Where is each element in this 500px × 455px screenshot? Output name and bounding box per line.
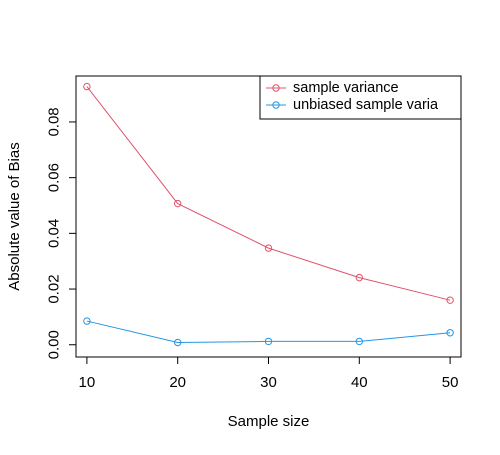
series-line	[86, 86, 451, 301]
data-point	[355, 337, 364, 346]
data-point	[264, 244, 273, 252]
data-point	[264, 337, 273, 346]
legend-label: unbiased sample varia	[293, 97, 439, 113]
x-tick-label: 40	[351, 374, 368, 391]
x-axis-label: Sample size	[228, 413, 310, 430]
data-point	[83, 82, 91, 91]
y-axis: 0.00 0.02 0.04 0.06 0.08	[46, 107, 77, 359]
x-tick-label: 10	[79, 374, 96, 391]
x-tick-label: 20	[169, 374, 186, 391]
data-point	[446, 296, 454, 304]
y-tick-label: 0.02	[46, 274, 63, 303]
y-tick-label: 0.04	[46, 219, 63, 248]
data-point	[446, 329, 454, 337]
legend-marker	[272, 84, 280, 92]
y-tick-label: 0.08	[46, 107, 63, 136]
x-axis: 10 20 30 40 50	[79, 356, 459, 391]
series-line	[86, 320, 451, 344]
y-axis-label: Absolute value of Bias	[6, 142, 23, 290]
y-tick-label: 0.00	[46, 330, 63, 359]
data-point	[173, 199, 182, 208]
legend-marker	[272, 101, 280, 109]
y-tick-label: 0.06	[46, 163, 63, 192]
data-point	[83, 317, 91, 325]
series-layer	[83, 82, 454, 347]
data-point	[173, 338, 182, 347]
x-tick-label: 50	[442, 374, 459, 391]
legend-box	[259, 75, 462, 120]
data-point	[355, 273, 364, 282]
legend-label: sample variance	[293, 80, 399, 96]
x-tick-label: 30	[260, 374, 277, 391]
